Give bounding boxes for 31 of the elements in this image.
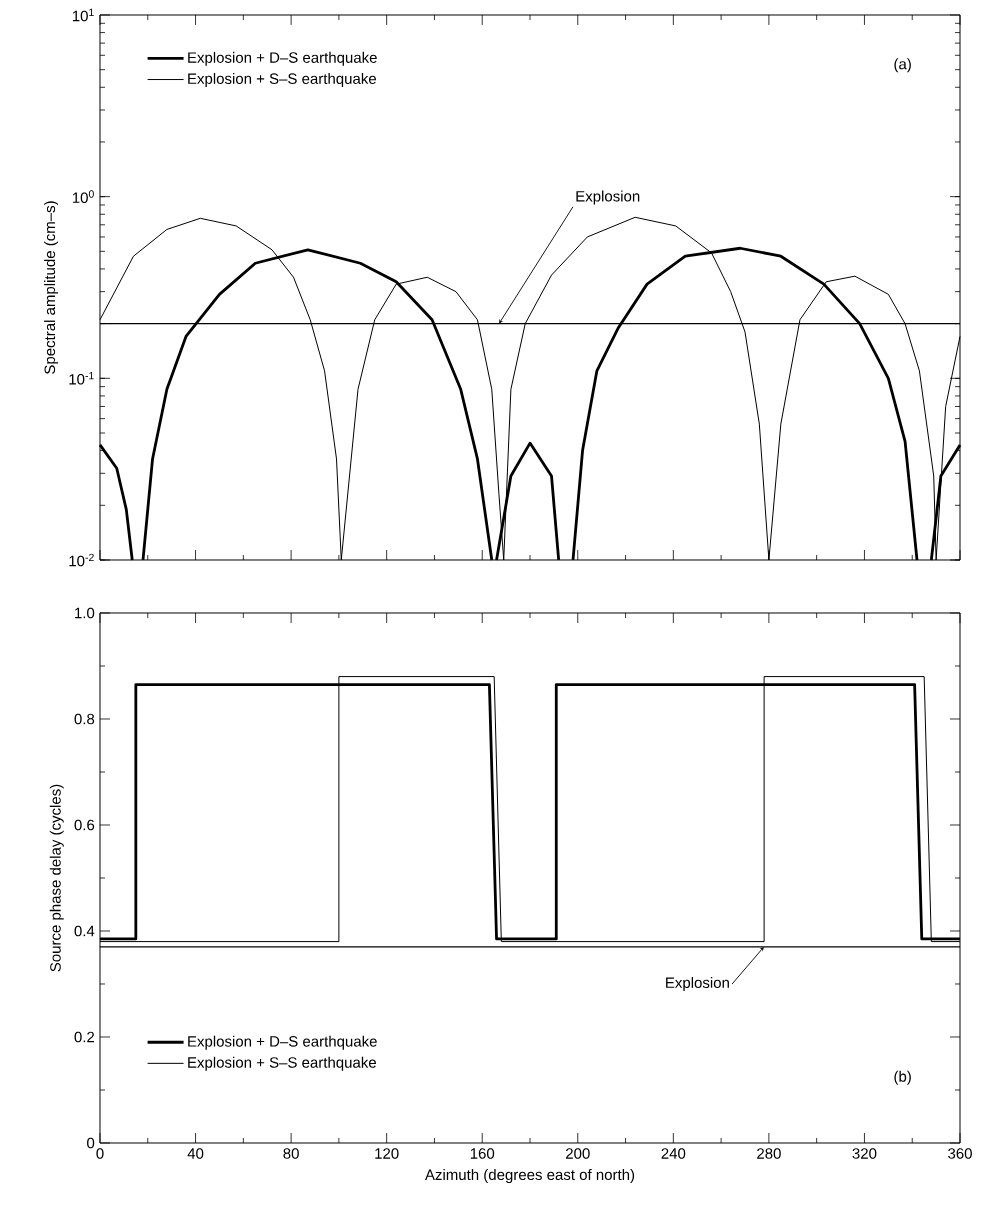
x-tick-label: 0 [96, 1148, 104, 1159]
x-tick-label: 120 [375, 1148, 399, 1159]
x-tick-label: 360 [948, 1148, 972, 1159]
x-tick-label: 160 [470, 1148, 495, 1159]
y-tick-label: 0.4 [74, 925, 95, 937]
legend-label: Explosion + D–S earthquake [188, 51, 377, 66]
y-axis-title: Source phase delay (cycles) [49, 784, 64, 972]
annotation: (b) [894, 1070, 911, 1085]
y-tick-label: 0.8 [74, 713, 95, 725]
y-tick-label: 0 [87, 1137, 95, 1149]
y-tick-label: 10$^{0}$ [72, 190, 94, 203]
x-tick-label: 80 [283, 1148, 299, 1159]
x-tick-label: 200 [566, 1148, 590, 1159]
ref-line-label: Explosion [576, 190, 640, 205]
x-axis-title: Azimuth (degrees east of north) [424, 1169, 635, 1183]
y-tick-label: 10$^{-1}$ [69, 372, 94, 385]
x-tick-label: 320 [852, 1148, 877, 1159]
x-tick-label: 280 [757, 1148, 781, 1159]
y-tick-label: 10$^{1}$ [72, 8, 94, 22]
y-tick-label: 0.6 [74, 819, 95, 831]
y-axis-title: Spectral amplitude (cm–s) [44, 201, 59, 374]
x-tick-label: 240 [661, 1148, 686, 1159]
y-tick-label: 1.0 [75, 607, 95, 619]
legend-label: Explosion + S–S earthquake [188, 72, 376, 87]
legend-label: Explosion + D–S earthquake [188, 1035, 377, 1050]
x-tick-label: 40 [187, 1148, 204, 1159]
ref-line-label: Explosion [666, 976, 729, 991]
legend-label: Explosion + S–S earthquake [188, 1056, 376, 1071]
annotation: (a) [894, 58, 911, 73]
y-tick-label: 0.2 [74, 1031, 95, 1043]
y-tick-label: 10$^{-2}$ [69, 553, 94, 567]
